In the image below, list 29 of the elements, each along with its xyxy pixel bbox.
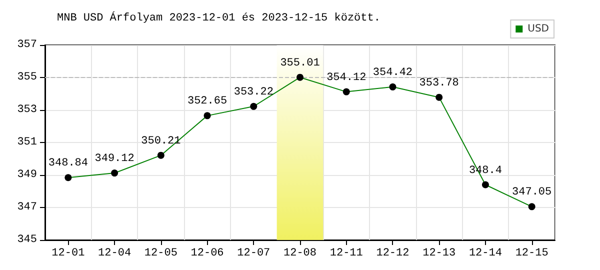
y-tick-label: 355 (17, 72, 37, 84)
y-tick-label: 349 (17, 169, 37, 181)
x-tick-label: 12-14 (468, 248, 502, 260)
legend-label: USD (528, 24, 550, 34)
x-tick-label: 12-05 (144, 248, 178, 260)
data-label: 354.12 (326, 72, 366, 84)
y-tick-label: 345 (17, 234, 37, 246)
x-tick-label: 12-15 (515, 248, 548, 260)
chart-title: MNB USD Árfolyam 2023-12-01 és 2023-12-15 között. (57, 10, 380, 24)
y-tick-label: 357 (17, 39, 37, 51)
data-label: 352.65 (187, 96, 228, 108)
x-tick-label: 12-12 (376, 248, 410, 260)
data-label: 355.01 (280, 57, 320, 70)
data-label: 348.84 (48, 158, 88, 170)
data-label: 347.05 (512, 186, 552, 199)
y-tick-label: 353 (17, 104, 37, 116)
x-tick-label: 12-07 (237, 248, 270, 260)
x-tick-label: 12-04 (98, 248, 132, 260)
x-tick-label: 12-13 (422, 248, 456, 260)
x-tick-label: 12-01 (52, 248, 86, 260)
y-tick-label: 351 (17, 136, 38, 148)
x-tick-label: 12-06 (190, 248, 224, 260)
data-label: 353.22 (234, 86, 274, 98)
data-label: 349.12 (94, 153, 134, 166)
x-tick-label: 12-08 (283, 248, 317, 260)
x-tick-label: 12-11 (330, 248, 364, 260)
data-label: 354.42 (372, 66, 413, 79)
y-tick-label: 347 (17, 202, 37, 214)
data-label: 353.78 (419, 77, 459, 90)
